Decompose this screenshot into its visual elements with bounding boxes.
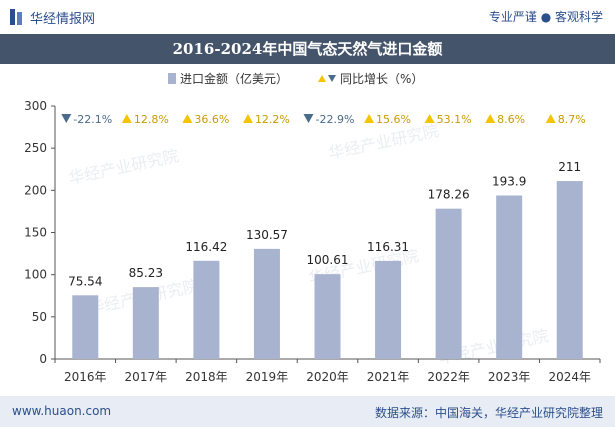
brand-logo-icon — [10, 9, 24, 25]
x-tick-label: 2021年 — [367, 370, 410, 384]
watermark-2: 华经产业研究院 — [327, 121, 441, 163]
bar-value-label: 85.23 — [129, 266, 163, 280]
x-tick-label: 2024年 — [548, 370, 591, 384]
bar-value-label: 193.9 — [492, 174, 526, 188]
growth-up-triangle-icon — [424, 114, 435, 123]
x-tick-label: 2023年 — [488, 370, 531, 384]
x-axis: 2016年 2017年 2018年 2019年 2020年 2021年 2022年 2023年… — [54, 358, 601, 384]
y-tick-label: 50 — [32, 310, 47, 324]
bar — [193, 260, 220, 359]
legend: 进口金额（亿美元） 同比增长（%） — [168, 71, 423, 86]
x-tick-label: 2020年 — [306, 370, 349, 384]
bar-series: 75.54 85.23 116.42 130.57 100.61 116.31 178.26… — [68, 160, 583, 359]
growth-label: -22.9% — [316, 113, 355, 126]
chart-title: 2016-2024年中国气态天然气进口金额 — [172, 40, 443, 58]
growth-up-triangle-icon — [121, 114, 132, 123]
legend-label-growth: 同比增长（%） — [340, 72, 423, 86]
growth-label: 15.6% — [376, 113, 411, 126]
growth-down-triangle-icon — [303, 114, 314, 123]
brand: 华经情报网 — [10, 8, 96, 27]
brand-name: 华经情报网 — [30, 11, 96, 27]
footer: www.huaon.com 数据来源：中国海关，华经产业研究院整理 — [0, 396, 615, 427]
growth-up-triangle-icon — [485, 114, 496, 123]
footer-url: www.huaon.com — [12, 404, 112, 418]
growth-label: -22.1% — [73, 113, 112, 126]
bar — [435, 208, 462, 359]
x-tick-label: 2019年 — [246, 370, 289, 384]
bar-value-label: 178.26 — [428, 188, 470, 202]
growth-up-triangle-icon — [242, 114, 253, 123]
x-tick-label: 2018年 — [185, 370, 228, 384]
bar-value-label: 130.57 — [246, 228, 288, 242]
title-bar: 2016-2024年中国气态天然气进口金额 — [0, 34, 615, 64]
growth-label: 8.6% — [497, 113, 525, 126]
growth-label: 53.1% — [437, 113, 472, 126]
top-bar: 华经情报网 专业严谨 ● 客观科学 — [0, 0, 615, 34]
bar — [132, 287, 159, 359]
bar — [496, 195, 523, 359]
watermark-0: 华经产业研究院 — [67, 146, 181, 188]
bar-value-label: 116.31 — [367, 240, 409, 254]
legend-bar-swatch-icon — [168, 73, 176, 84]
footer-source: 数据来源：中国海关，华经产业研究院整理 — [374, 406, 603, 420]
bar-chart: 华经产业研究院华经产业研究院华经产业研究院华经产业研究院华经产业研究院 进口金额… — [24, 71, 601, 384]
growth-down-triangle-icon — [61, 114, 72, 123]
legend-up-triangle-icon — [318, 75, 326, 82]
bar — [253, 248, 280, 359]
y-tick-label: 200 — [24, 183, 47, 197]
legend-label-amount: 进口金额（亿美元） — [180, 71, 288, 86]
bar-value-label: 75.54 — [68, 274, 102, 288]
y-axis: 0 50 100 150 200 250 300 — [24, 99, 56, 366]
growth-up-triangle-icon — [545, 114, 556, 123]
x-tick-label: 2022年 — [427, 370, 470, 384]
bar-value-label: 116.42 — [185, 240, 227, 254]
x-tick-label: 2016年 — [64, 370, 107, 384]
bar — [314, 274, 341, 359]
growth-up-triangle-icon — [364, 114, 375, 123]
y-tick-label: 100 — [24, 268, 47, 282]
growth-series: -22.1% 12.8% 36.6% 12.2% -22.9% 15.6% 53.1% 8.6… — [61, 113, 586, 126]
y-tick-label: 150 — [24, 226, 47, 240]
y-tick-label: 0 — [39, 352, 47, 366]
growth-label: 36.6% — [194, 113, 229, 126]
x-tick-label: 2017年 — [125, 370, 168, 384]
legend-down-triangle-icon — [328, 75, 336, 82]
growth-label: 12.8% — [134, 113, 169, 126]
bar — [375, 260, 402, 359]
growth-label: 12.2% — [255, 113, 290, 126]
bar — [72, 295, 99, 359]
growth-up-triangle-icon — [182, 114, 193, 123]
bar-value-label: 211 — [558, 160, 581, 174]
growth-label: 8.7% — [558, 113, 586, 126]
bar — [556, 181, 583, 359]
bar-value-label: 100.61 — [307, 253, 349, 267]
y-tick-label: 300 — [24, 99, 47, 113]
tagline: 专业严谨 ● 客观科学 — [488, 10, 603, 24]
y-tick-label: 250 — [24, 141, 47, 155]
